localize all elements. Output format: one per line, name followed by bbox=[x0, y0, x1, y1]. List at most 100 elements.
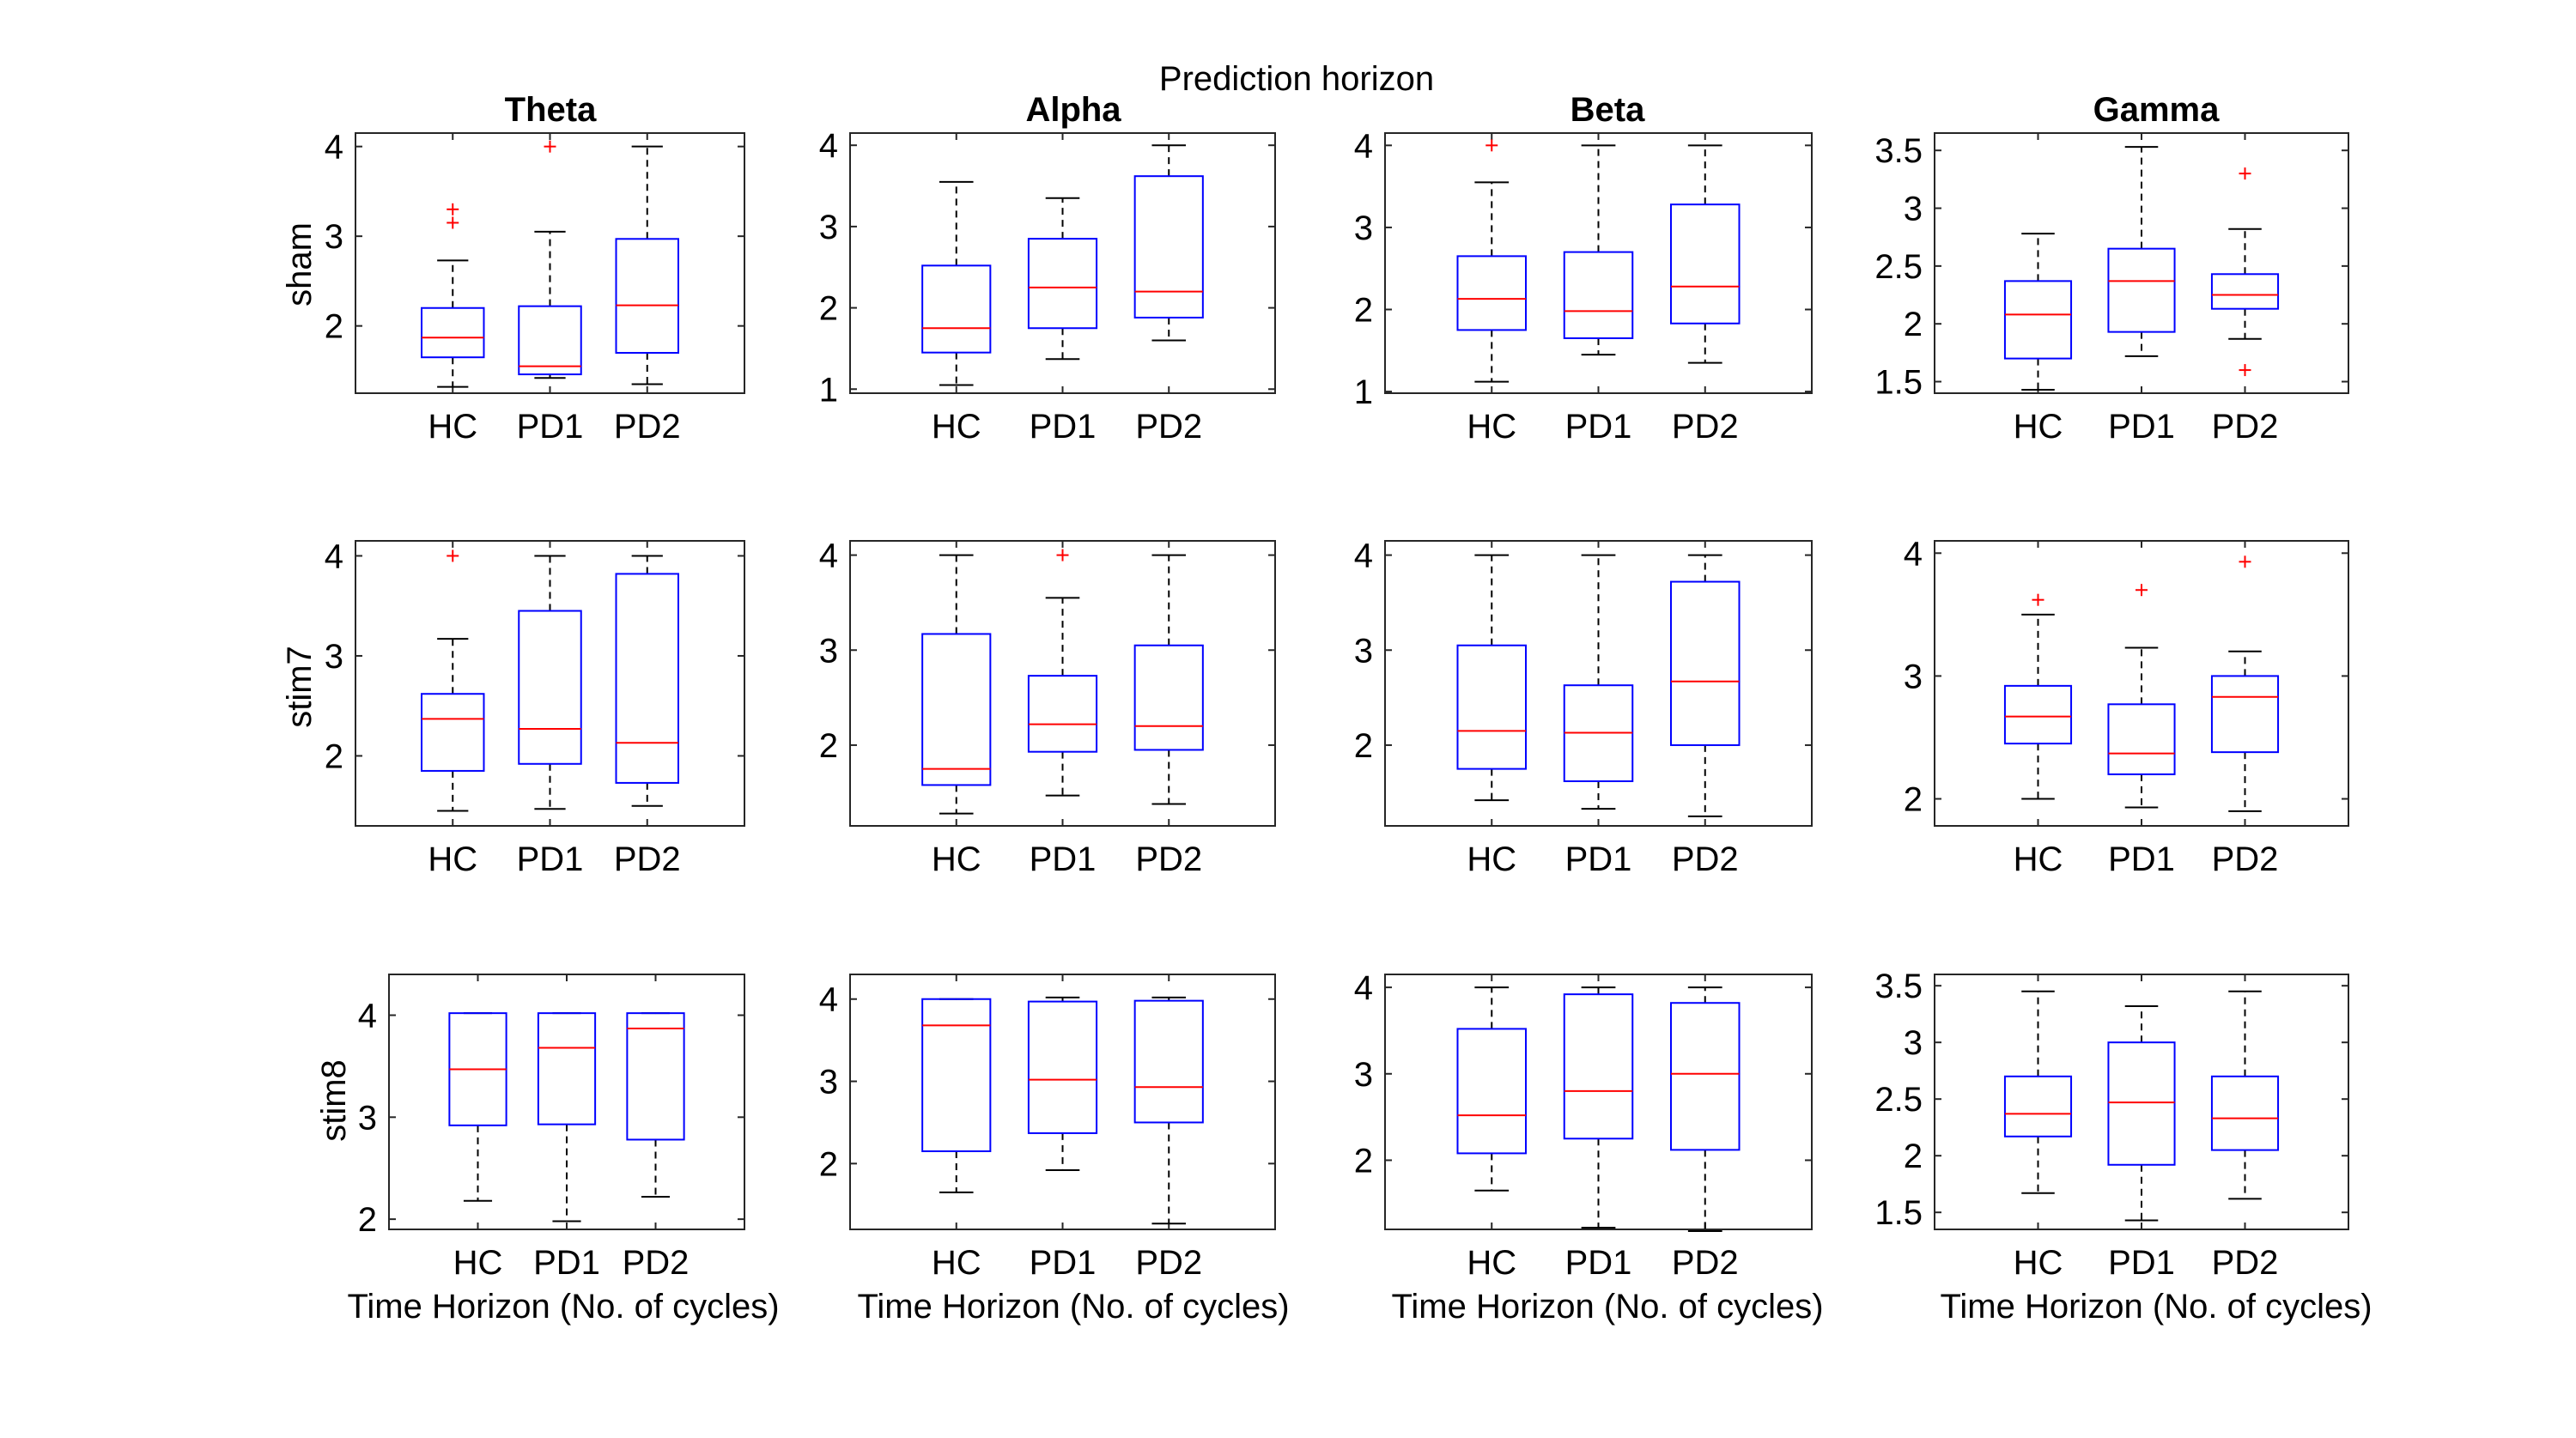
x-axis-label-beta: Time Horizon (No. of cycles) bbox=[1391, 1288, 1823, 1326]
axes-frame bbox=[1934, 540, 2349, 827]
box-pd1 bbox=[518, 140, 582, 379]
iqr-box bbox=[2107, 1041, 2176, 1166]
iqr-box bbox=[1456, 1028, 1528, 1155]
iqr-box bbox=[615, 238, 679, 354]
column-title-beta: Beta bbox=[1571, 91, 1645, 129]
outlier-marker bbox=[447, 549, 459, 562]
box-hc bbox=[2003, 990, 2073, 1194]
y-tick-label: 4 bbox=[819, 981, 838, 1019]
box-hc bbox=[921, 180, 992, 386]
y-tick-label: 4 bbox=[325, 129, 343, 167]
y-tick-label: 3 bbox=[358, 1099, 377, 1137]
box-pd2 bbox=[615, 555, 679, 807]
panel-stim7-theta: 2 3 4 HC PD1 PD2 bbox=[325, 537, 745, 878]
box-hc bbox=[421, 549, 485, 812]
y-tick-label: 2 bbox=[819, 1145, 838, 1183]
iqr-box bbox=[1133, 175, 1204, 319]
iqr-box bbox=[2107, 247, 2176, 333]
x-tick-label-pd1: PD1 bbox=[533, 1244, 600, 1282]
box-hc bbox=[2003, 233, 2073, 391]
x-tick-label-pd2: PD2 bbox=[614, 408, 681, 446]
x-tick-label-pd1: PD1 bbox=[517, 408, 584, 446]
outlier-marker bbox=[544, 140, 556, 153]
y-tick-label: 4 bbox=[325, 537, 343, 575]
figure-title: Prediction horizon bbox=[1159, 60, 1434, 98]
outlier-marker bbox=[2136, 584, 2148, 597]
iqr-box bbox=[1027, 1000, 1098, 1134]
panel-stim7-alpha: 2 3 4 HC PD1 PD2 bbox=[819, 537, 1276, 878]
x-tick-label-pd2: PD2 bbox=[1672, 408, 1739, 446]
box-pd2 bbox=[626, 1012, 685, 1198]
y-tick-label: 4 bbox=[358, 998, 377, 1035]
y-tick-label: 3 bbox=[1904, 191, 1923, 228]
y-tick-label: 3 bbox=[325, 638, 343, 676]
iqr-box bbox=[518, 610, 582, 765]
y-tick-label: 3 bbox=[819, 1064, 838, 1101]
panel-stim7-beta: 2 3 4 HC PD1 PD2 bbox=[1354, 537, 1813, 878]
x-tick-label-pd1: PD1 bbox=[2108, 1244, 2175, 1282]
y-tick-label: 3 bbox=[819, 209, 838, 246]
y-tick-label: 4 bbox=[1354, 537, 1373, 575]
box-hc bbox=[1456, 139, 1528, 383]
box-pd2 bbox=[2210, 167, 2280, 377]
axes-frame bbox=[849, 974, 1276, 1230]
x-tick-label-pd2: PD2 bbox=[623, 1244, 690, 1282]
y-tick-label: 4 bbox=[1354, 127, 1373, 165]
column-title-alpha: Alpha bbox=[1025, 91, 1121, 129]
iqr-box bbox=[2003, 684, 2073, 745]
box-pd1 bbox=[1027, 197, 1098, 361]
axes-frame bbox=[849, 132, 1276, 394]
y-tick-label: 2 bbox=[325, 737, 343, 775]
iqr-box bbox=[1133, 999, 1204, 1124]
y-tick-label: 1 bbox=[1354, 373, 1373, 411]
x-tick-label-pd2: PD2 bbox=[1135, 408, 1202, 446]
y-tick-label: 2.5 bbox=[1874, 1081, 1923, 1119]
outlier-marker bbox=[1056, 549, 1069, 561]
x-tick-label-pd2: PD2 bbox=[1672, 840, 1739, 878]
iqr-box bbox=[921, 633, 992, 786]
panel-sham-alpha: 1 2 3 4 HC PD1 PD2 bbox=[819, 127, 1276, 446]
y-tick-label: 3.5 bbox=[1874, 132, 1923, 170]
box-pd2 bbox=[1133, 996, 1204, 1225]
iqr-box bbox=[921, 998, 992, 1152]
box-hc bbox=[921, 998, 992, 1193]
y-tick-label: 1.5 bbox=[1874, 1194, 1923, 1232]
panel-stim7-gamma: 2 3 4 HC PD1 PD2 bbox=[1904, 535, 2349, 878]
x-tick-label-hc: HC bbox=[453, 1244, 503, 1282]
x-tick-label-pd1: PD1 bbox=[1030, 1244, 1097, 1282]
iqr-box bbox=[1027, 675, 1098, 753]
box-pd2 bbox=[2210, 555, 2280, 812]
panel-sham-theta: 2 3 4 HC PD1 PD2 bbox=[325, 129, 745, 446]
iqr-box bbox=[1563, 993, 1634, 1140]
y-tick-label: 2 bbox=[1354, 1142, 1373, 1180]
iqr-box bbox=[626, 1012, 685, 1141]
iqr-box bbox=[1669, 1002, 1741, 1151]
x-tick-label-hc: HC bbox=[2014, 840, 2063, 878]
iqr-box bbox=[1027, 238, 1098, 330]
y-tick-label: 3 bbox=[1354, 1056, 1373, 1094]
iqr-box bbox=[1456, 255, 1528, 331]
box-hc bbox=[1456, 986, 1528, 1192]
y-tick-label: 2 bbox=[1904, 306, 1923, 343]
panel-sham-beta: 1 2 3 4 HC PD1 PD2 bbox=[1354, 127, 1813, 446]
x-axis-label-gamma: Time Horizon (No. of cycles) bbox=[1940, 1288, 2372, 1326]
iqr-box bbox=[518, 305, 582, 376]
box-pd2 bbox=[615, 145, 679, 385]
row-label-sham: sham bbox=[281, 222, 319, 306]
x-tick-label-pd1: PD1 bbox=[517, 840, 584, 878]
box-pd2 bbox=[1669, 554, 1741, 817]
box-pd1 bbox=[518, 555, 582, 810]
x-axis-label-theta: Time Horizon (No. of cycles) bbox=[347, 1288, 779, 1326]
box-pd1 bbox=[1563, 554, 1634, 810]
box-pd2 bbox=[1669, 986, 1741, 1233]
outlier-marker bbox=[1485, 139, 1498, 152]
x-tick-label-hc: HC bbox=[1467, 1244, 1516, 1282]
panel-stim8-alpha: 2 3 4 HC PD1 PD2 bbox=[819, 974, 1276, 1282]
box-pd2 bbox=[1133, 554, 1204, 805]
y-tick-label: 2 bbox=[325, 308, 343, 346]
x-tick-label-pd1: PD1 bbox=[1565, 408, 1632, 446]
column-title-theta: Theta bbox=[505, 91, 597, 129]
panel-sham-gamma: 1.5 2 2.5 3 3.5 HC PD1 PD2 bbox=[1874, 132, 2349, 446]
outlier-marker bbox=[2239, 364, 2251, 377]
